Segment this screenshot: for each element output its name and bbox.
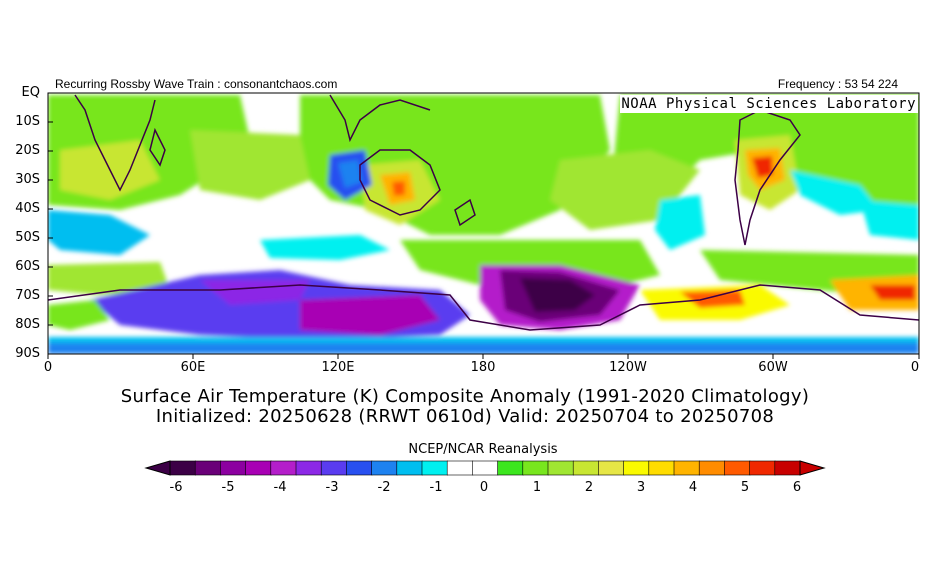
colorbar-segment xyxy=(371,460,398,476)
figure-title: Surface Air Temperature (K) Composite An… xyxy=(120,386,810,407)
colorbar-arrow-right xyxy=(799,460,826,476)
y-tick-30s: 30S xyxy=(15,172,40,187)
colorbar-segment xyxy=(648,460,675,476)
y-tick-70s: 70S xyxy=(15,288,40,303)
anomaly-field xyxy=(48,93,919,354)
header-frequency: Frequency : 53 54 224 xyxy=(777,77,898,91)
cb-tick-1: 1 xyxy=(532,480,542,495)
colorbar-segment xyxy=(194,460,222,476)
colorbar-segment xyxy=(547,460,575,476)
y-tick-60s: 60S xyxy=(15,259,40,274)
colorbar-arrow-left xyxy=(144,460,171,476)
cb-tick-6: 6 xyxy=(792,480,802,495)
colorbar-segment xyxy=(724,460,751,476)
x-tick-60e: 60E xyxy=(180,360,206,375)
colorbar-title: NCEP/NCAR Reanalysis xyxy=(408,442,558,457)
colorbar-segment xyxy=(522,460,549,476)
header-credit: Recurring Rossby Wave Train : consonantc… xyxy=(55,77,338,91)
x-tick-180: 180 xyxy=(470,360,496,375)
cb-tick-3: 3 xyxy=(636,480,646,495)
watermark-box xyxy=(620,95,918,113)
colorbar-segment xyxy=(245,460,272,476)
colorbar-segment xyxy=(698,460,726,476)
y-tick-90s: 90S xyxy=(15,346,40,361)
y-tick-80s: 80S xyxy=(15,317,40,332)
cb-tick-m3: -3 xyxy=(325,480,339,495)
colorbar-segment xyxy=(749,460,776,476)
cb-tick-5: 5 xyxy=(740,480,750,495)
cb-tick-m4: -4 xyxy=(273,480,287,495)
colorbar-segment xyxy=(421,460,449,476)
y-tick-40s: 40S xyxy=(15,201,40,216)
colorbar-segment xyxy=(774,460,801,476)
y-tick-20s: 20S xyxy=(15,143,40,158)
colorbar-segment xyxy=(572,460,600,476)
cb-tick-m6: -6 xyxy=(169,480,183,495)
x-tick-120w: 120W xyxy=(609,360,647,375)
colorbar-segment xyxy=(497,460,524,476)
y-tick-10s: 10S xyxy=(15,114,40,129)
colorbar xyxy=(144,460,826,476)
colorbar-segment xyxy=(598,460,625,476)
colorbar-segment xyxy=(673,460,701,476)
x-tick-120e: 120E xyxy=(321,360,355,375)
colorbar-segment xyxy=(169,460,197,476)
cb-tick-0: 0 xyxy=(479,480,489,495)
colorbar-segment xyxy=(623,460,650,476)
y-axis-ticks xyxy=(47,92,920,359)
x-tick-60w: 60W xyxy=(758,360,788,375)
figure-subtitle: Initialized: 20250628 (RRWT 0610d) Valid… xyxy=(155,406,775,427)
watermark-text: NOAA Physical Sciences Laboratory xyxy=(621,96,916,112)
x-tick-0: 0 xyxy=(43,360,53,375)
cb-tick-2: 2 xyxy=(584,480,594,495)
colorbar-segment xyxy=(472,460,499,476)
colorbar-segment xyxy=(220,460,247,476)
cb-tick-m2: -2 xyxy=(377,480,391,495)
y-tick-50s: 50S xyxy=(15,230,40,245)
colorbar-segment xyxy=(446,460,474,476)
y-tick-eq: EQ xyxy=(21,85,40,100)
colorbar-segment xyxy=(270,460,297,476)
colorbar-segment xyxy=(295,460,323,476)
x-tick-0-end: 0 xyxy=(910,360,920,375)
cb-tick-4: 4 xyxy=(688,480,698,495)
colorbar-segment xyxy=(320,460,348,476)
colorbar-segment xyxy=(346,460,373,476)
cb-tick-m1: -1 xyxy=(429,480,443,495)
colorbar-segment xyxy=(396,460,423,476)
cb-tick-m5: -5 xyxy=(221,480,235,495)
